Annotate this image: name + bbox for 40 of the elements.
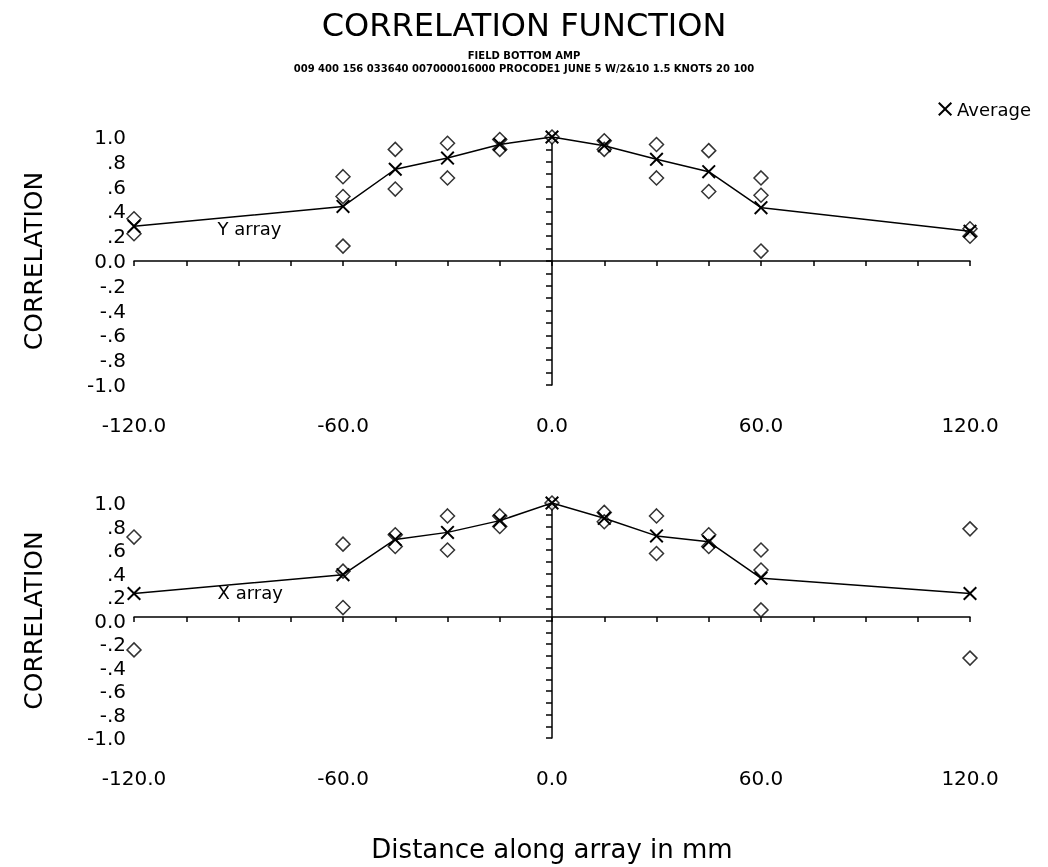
- y-tick-label: -.8: [99, 702, 126, 727]
- x-tick-label: 60.0: [738, 413, 784, 437]
- y-tick-label: .6: [106, 174, 126, 199]
- chart-title: CORRELATION FUNCTION: [321, 6, 727, 44]
- x-tick-label: 0.0: [536, 766, 568, 790]
- y-tick-label: -.8: [99, 348, 126, 373]
- y-tick-label: 1.0: [94, 125, 126, 149]
- annotation: X array: [217, 582, 284, 604]
- x-tick-label: -60.0: [317, 413, 369, 437]
- y-tick-label: .8: [106, 514, 126, 539]
- y-tick-label: -.4: [99, 655, 126, 680]
- y-axis-title: CORRELATION: [19, 531, 48, 710]
- x-tick-label: 0.0: [536, 413, 568, 437]
- y-tick-label: 0.0: [94, 608, 126, 633]
- y-tick-label: .2: [106, 224, 126, 249]
- y-tick-label: .4: [106, 199, 126, 224]
- y-tick-label: 0.0: [94, 249, 126, 273]
- y-tick-label: .8: [106, 149, 126, 174]
- y-tick-label: -.2: [99, 632, 126, 656]
- y-tick-label: -1.0: [86, 373, 126, 397]
- y-axis-title: CORRELATION: [19, 171, 48, 351]
- y-tick-label: .4: [106, 561, 126, 586]
- y-tick-label: -.2: [99, 273, 126, 298]
- x-tick-label: -120.0: [101, 413, 167, 437]
- y-tick-label: .2: [106, 585, 126, 609]
- legend-label: Average: [957, 98, 1032, 120]
- y-tick-label: -.6: [99, 323, 126, 348]
- x-tick-label: -60.0: [317, 766, 369, 790]
- y-tick-label: -.4: [99, 298, 126, 323]
- y-tick-label: 1.0: [94, 491, 126, 515]
- x-tick-label: 60.0: [738, 766, 784, 790]
- x-tick-label: 120.0: [941, 766, 999, 790]
- y-tick-label: -.6: [99, 679, 126, 703]
- annotation: Y array: [216, 218, 282, 240]
- chart-subtitle: FIELD BOTTOM AMP 009 400 156 033640 007000016000 PROCODE1 JUNE 5 W/2&10 1.5 KNOTS 20 100: [293, 50, 755, 74]
- y-tick-label: .6: [106, 538, 126, 562]
- x-tick-label: 120.0: [941, 413, 999, 437]
- x-tick-label: -120.0: [101, 766, 167, 790]
- x-axis-title: Distance along array in mm: [371, 834, 733, 864]
- y-tick-label: -1.0: [86, 726, 126, 750]
